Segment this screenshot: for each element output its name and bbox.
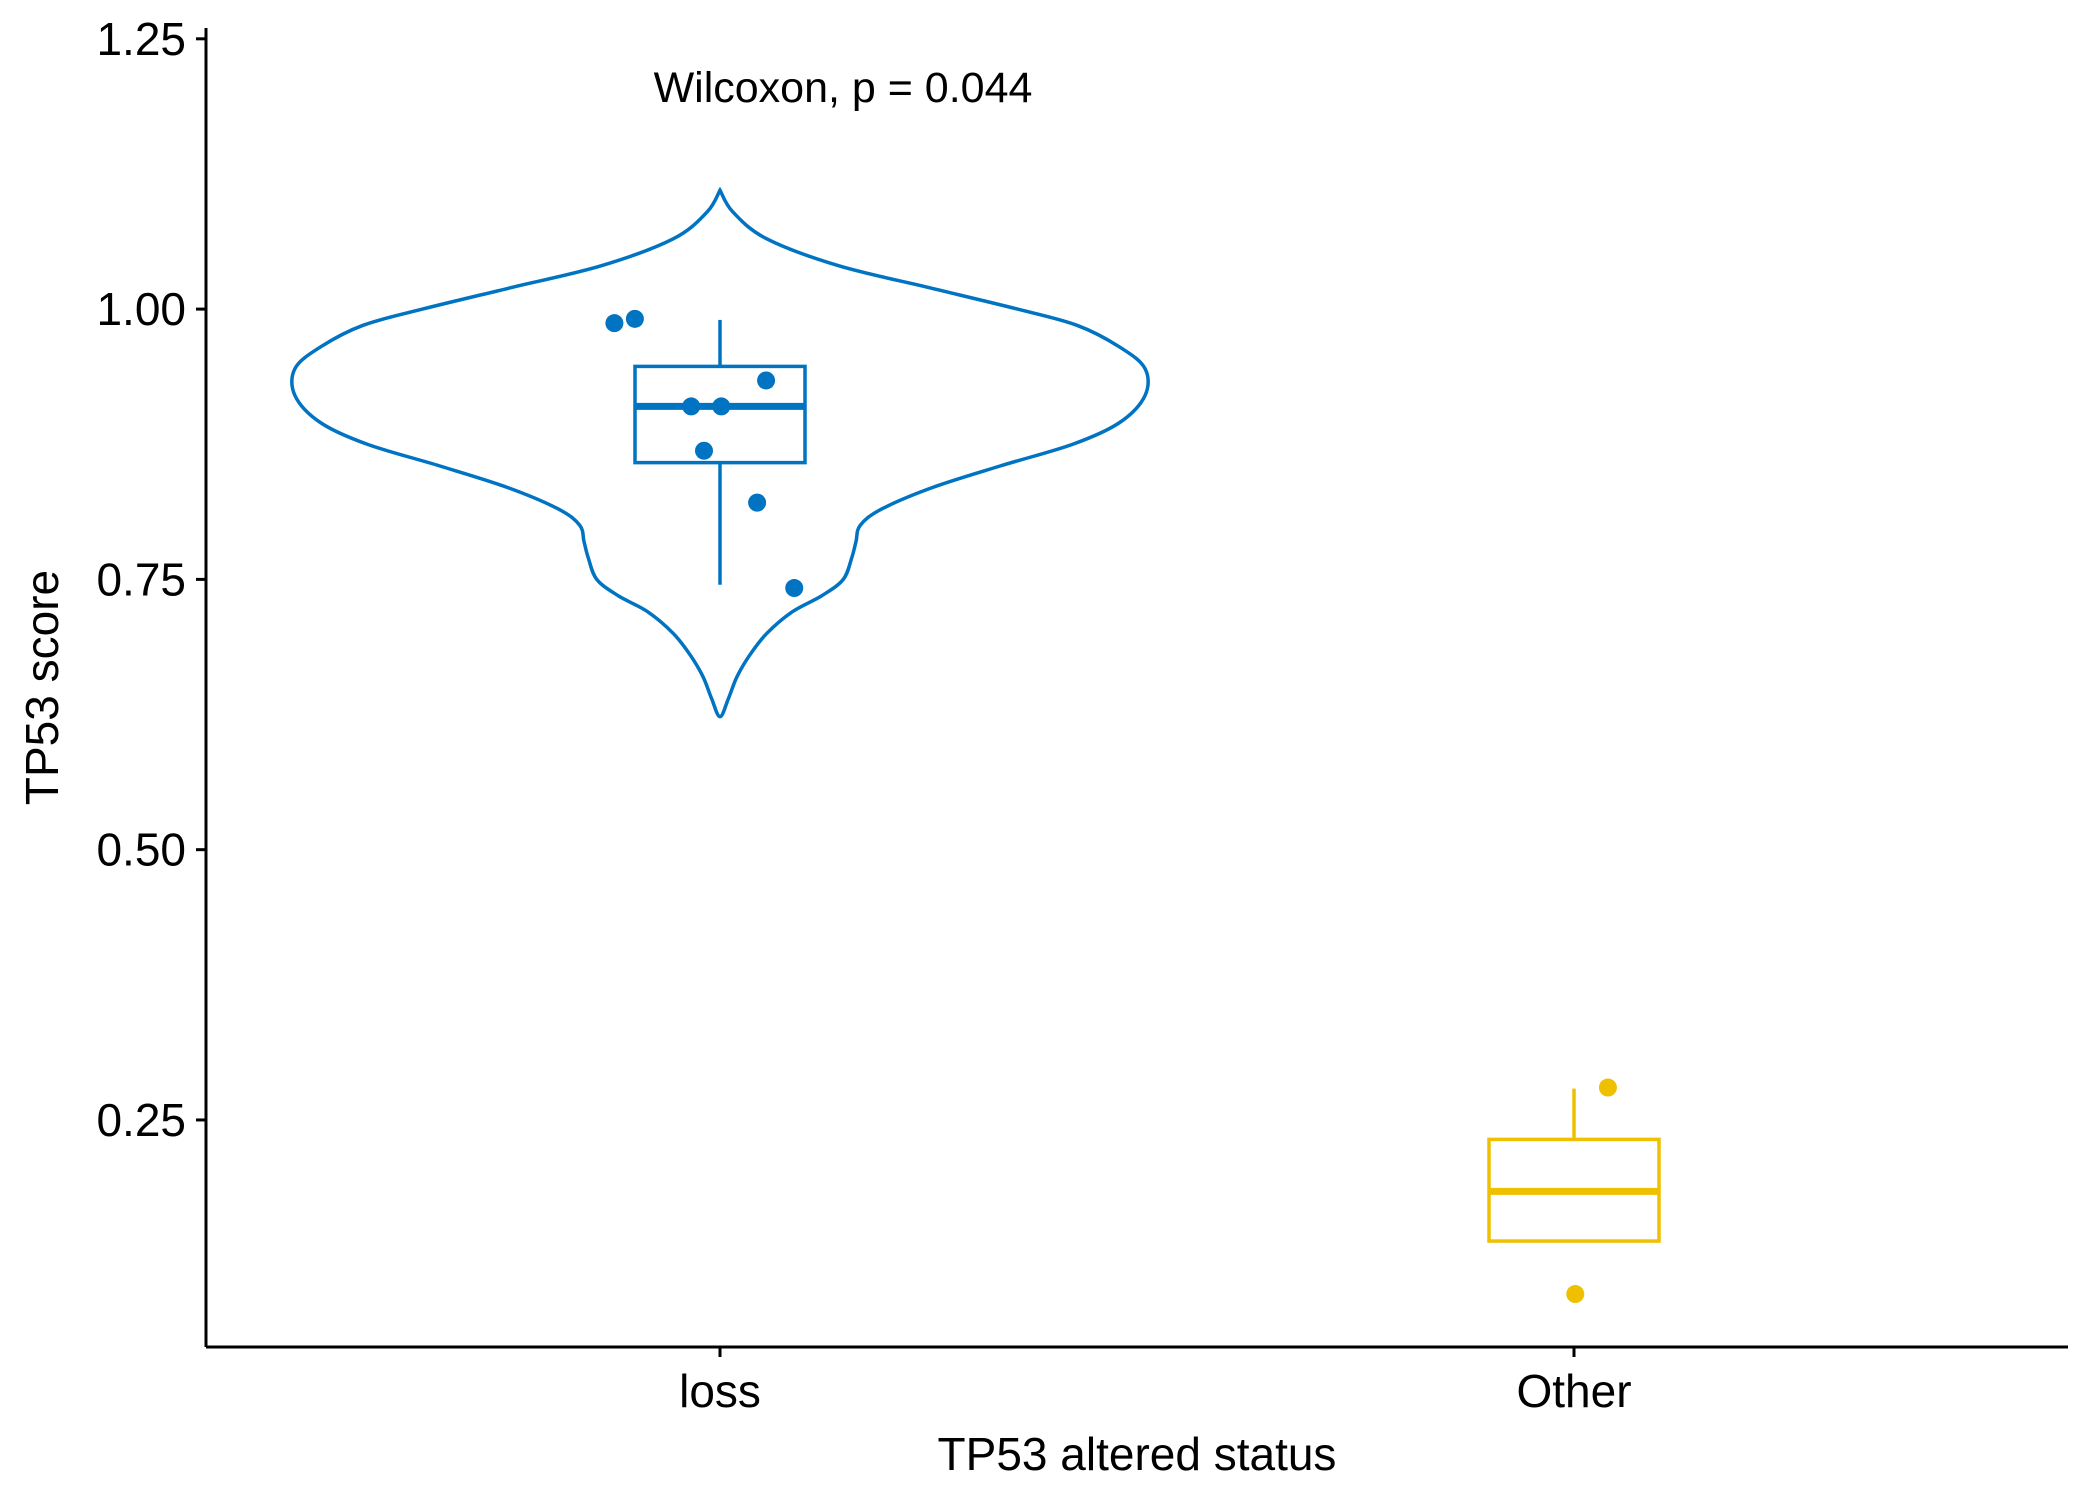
group-other: [1487, 1078, 1661, 1304]
x-tick-label-other: Other: [1516, 1365, 1631, 1417]
y-tick-label: 1.00: [96, 283, 186, 335]
x-axis-ticks: loss Other: [679, 1347, 1632, 1417]
data-point: [695, 441, 713, 460]
data-point: [748, 493, 767, 512]
y-tick-label: 1.25: [96, 13, 186, 65]
y-axis-title: TP53 score: [16, 570, 68, 805]
data-point: [1598, 1078, 1617, 1097]
data-point: [757, 371, 776, 390]
y-tick-label: 0.50: [96, 824, 186, 876]
data-point: [785, 579, 804, 598]
data-point: [682, 397, 701, 416]
wilcoxon-annotation: Wilcoxon, p = 0.044: [654, 64, 1033, 112]
group-loss: [290, 186, 1150, 719]
data-point: [712, 397, 731, 416]
plot-groups: [290, 186, 1661, 1304]
y-axis-ticks: 0.25 0.50 0.75 1.00 1.25: [96, 13, 206, 1146]
violin-loss: [290, 186, 1150, 719]
data-point: [605, 314, 624, 333]
y-tick-label: 0.25: [96, 1094, 186, 1146]
data-point: [1566, 1285, 1585, 1304]
x-tick-label-loss: loss: [679, 1365, 761, 1417]
x-axis-title: TP53 altered status: [938, 1428, 1337, 1480]
y-tick-label: 0.75: [96, 553, 186, 605]
data-point: [625, 309, 644, 328]
